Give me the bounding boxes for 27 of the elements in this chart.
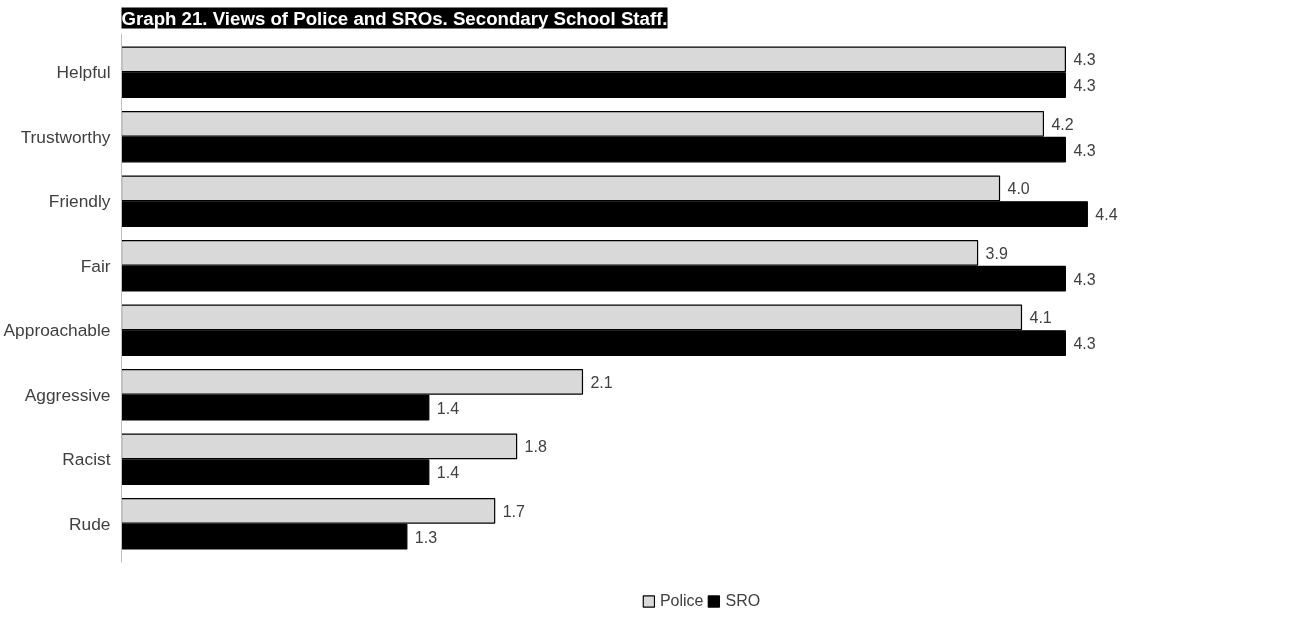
y-tick-label: Racist [62, 449, 111, 470]
y-tick-label: Aggressive [24, 384, 111, 405]
data-label: 1.4 [436, 399, 460, 417]
data-label: 3.9 [985, 244, 1008, 262]
y-tick-label: Helpful [56, 62, 111, 83]
y-tick-label: Rude [69, 513, 111, 534]
data-label: 4.3 [1073, 335, 1096, 353]
y-tick-label: Fair [80, 255, 111, 276]
data-label: 1.3 [414, 528, 438, 546]
legend-label: Police [659, 592, 704, 610]
legend-label: SRO [725, 592, 761, 610]
data-label: 1.8 [524, 438, 547, 456]
data-label: 2.1 [590, 373, 613, 391]
data-label: 4.0 [1007, 180, 1030, 198]
data-label: 4.4 [1095, 206, 1118, 224]
y-tick-label: Trustworthy [20, 126, 111, 147]
data-label: 4.1 [1029, 309, 1052, 327]
y-tick-label: Friendly [48, 191, 111, 212]
data-label: 4.2 [1051, 115, 1074, 133]
data-label: 4.3 [1073, 51, 1096, 69]
data-label: 4.3 [1073, 270, 1096, 288]
chart-title: Graph 21. Views of Police and SROs. Secondary School Staff. [121, 7, 668, 29]
y-tick-label: Approachable [3, 320, 111, 341]
data-label: 4.3 [1073, 141, 1096, 159]
data-label: 1.4 [436, 464, 460, 482]
data-label: 1.7 [502, 502, 526, 520]
data-label: 4.3 [1073, 77, 1096, 95]
